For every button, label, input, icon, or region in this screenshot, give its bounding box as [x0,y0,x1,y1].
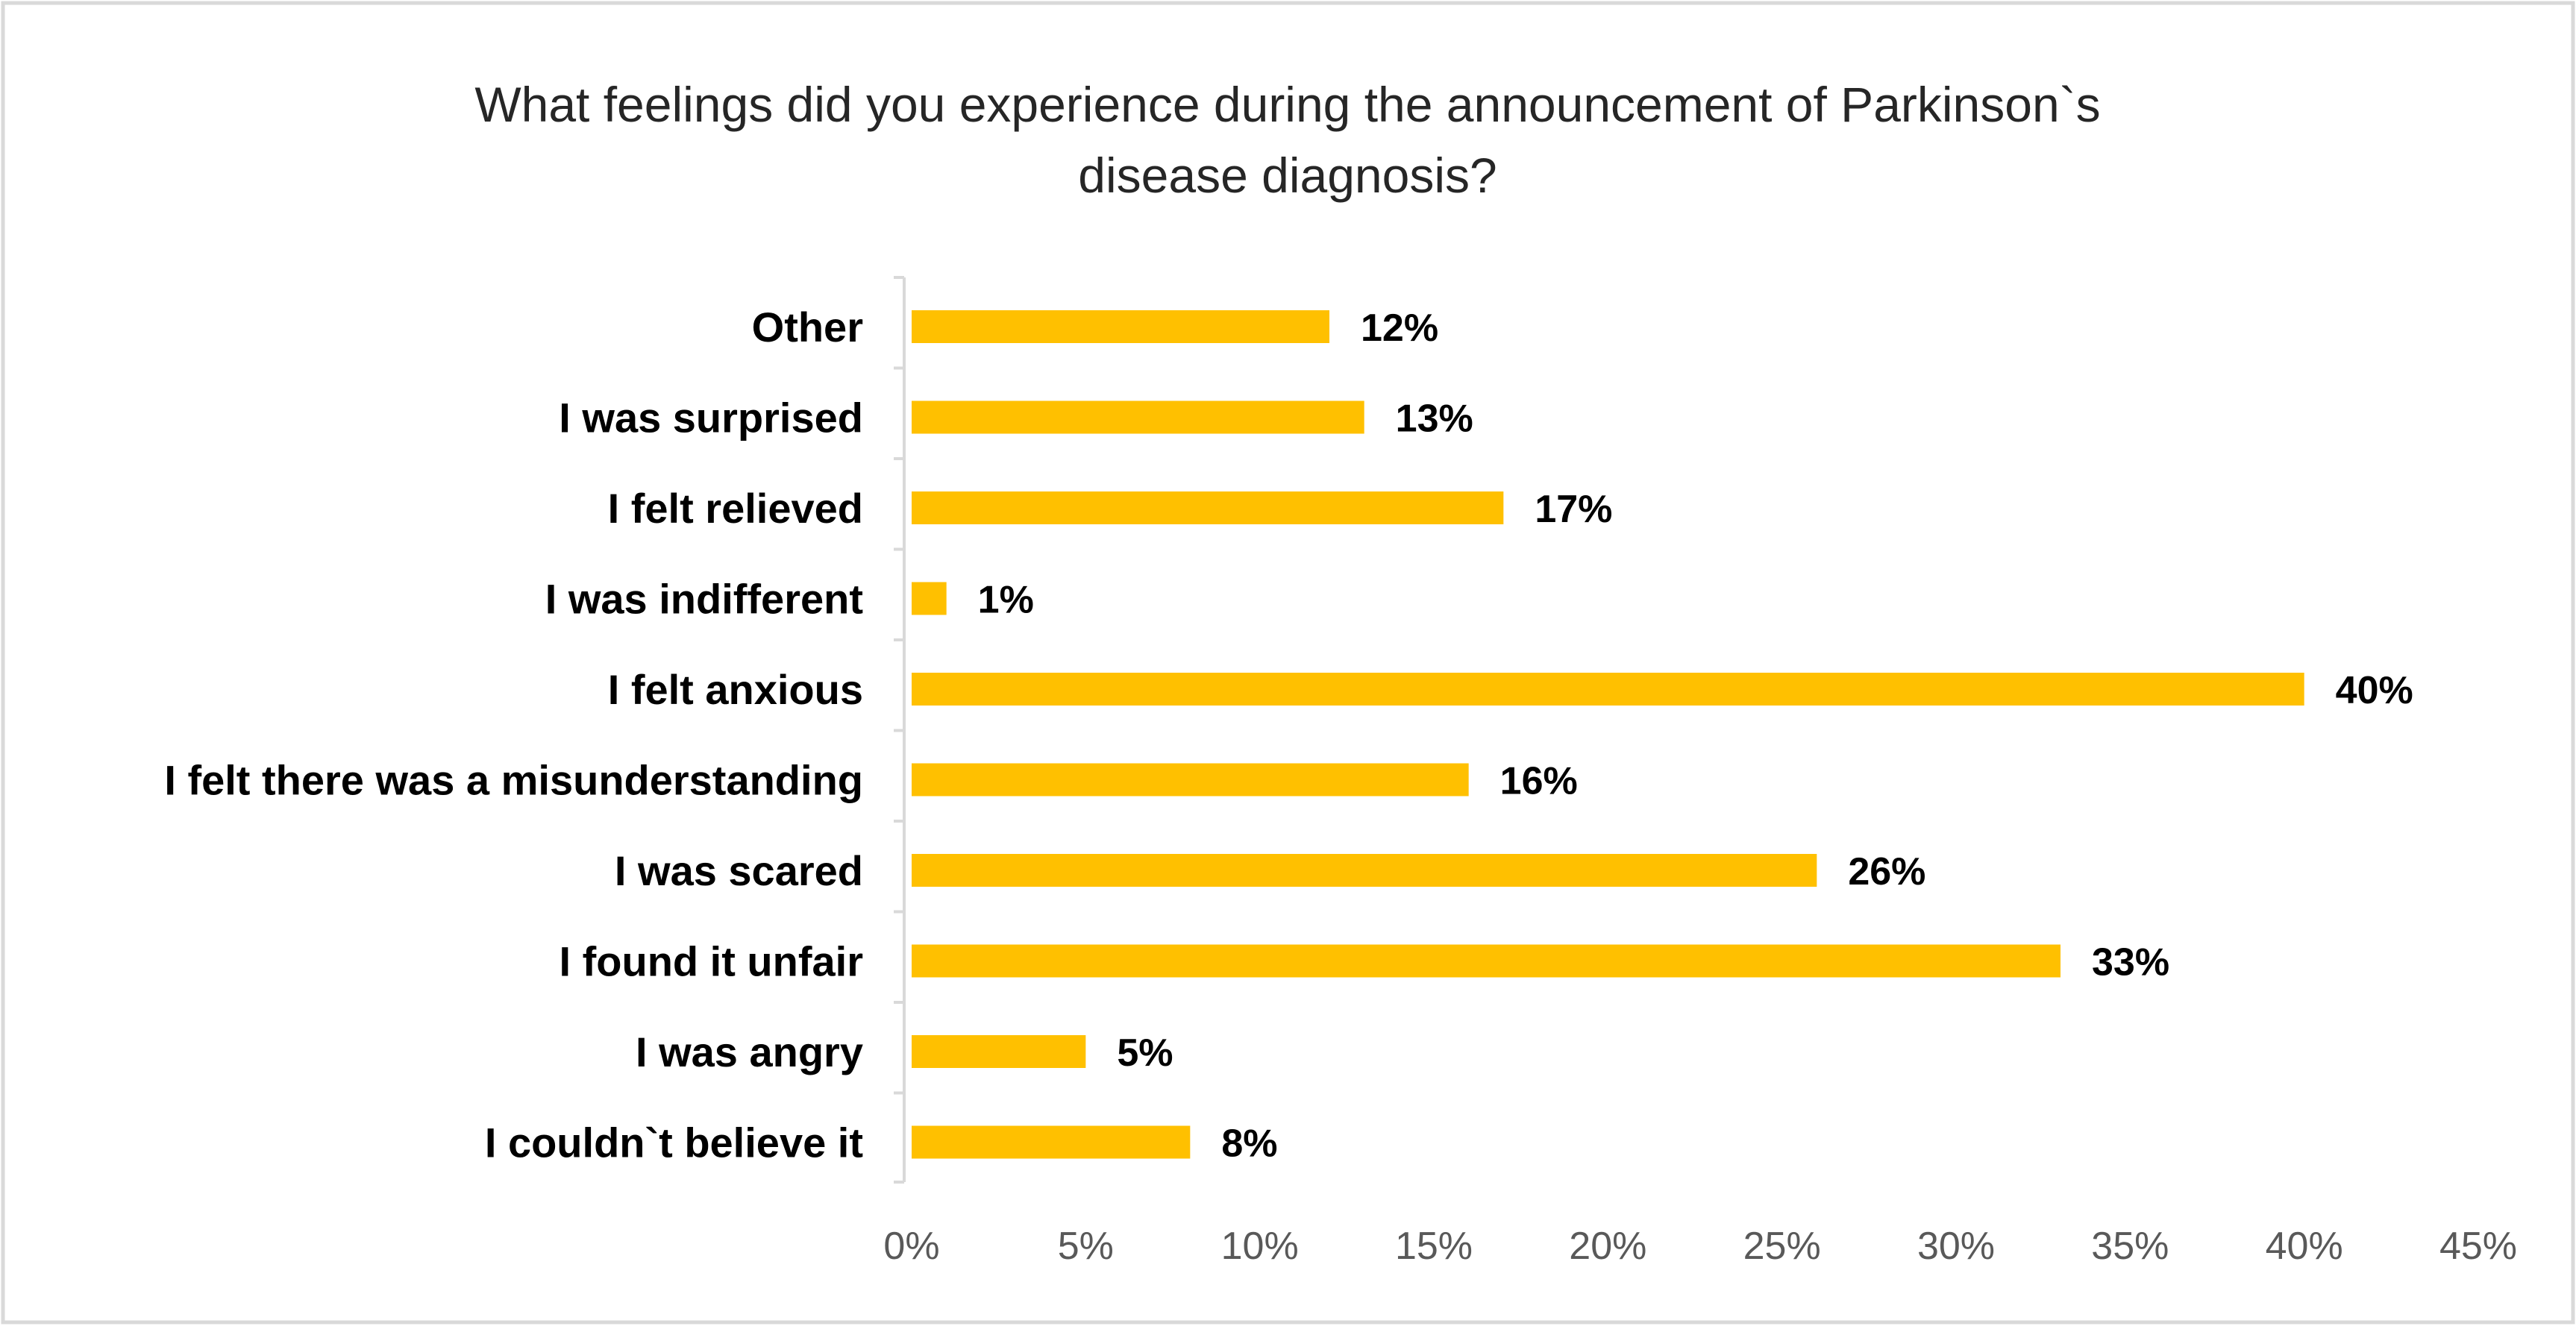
category-label: I was angry [636,1028,863,1075]
data-label: 5% [1117,1031,1173,1075]
category-label: Other [752,304,863,351]
x-tick-label: 0% [883,1225,939,1268]
bar [912,1035,1086,1068]
data-label: 40% [2336,669,2413,712]
bar [912,854,1817,887]
bar [912,582,947,615]
category-label: I felt relieved [608,485,863,532]
x-tick-label: 35% [2091,1225,2169,1268]
data-label: 12% [1361,307,1438,350]
x-tick-label: 10% [1221,1225,1299,1268]
data-label: 16% [1500,760,1578,803]
bar [912,944,2061,978]
category-label: I was surprised [559,395,863,442]
x-tick-label: 30% [1917,1225,1995,1268]
bar [912,400,1364,434]
bars-group [912,310,2304,1159]
bar [912,310,1329,343]
category-label: I couldn`t believe it [485,1119,863,1166]
x-axis-tick-labels: 0% 5% 10% 15% 20% 25% 30% 35% 40% 45% [883,1225,2517,1268]
x-tick-label: 20% [1569,1225,1646,1268]
bar [912,673,2304,706]
x-tick-label: 40% [2266,1225,2343,1268]
bar [912,1125,1191,1159]
category-labels: Other I was surprised I felt relieved I was… [164,304,863,1166]
bar [912,491,1504,524]
chart-title-line-2: disease diagnosis? [1078,148,1497,203]
x-tick-label: 45% [2439,1225,2517,1268]
data-labels: 12% 13% 17% 1% 40% 16% 26% 33% 5% 8% [978,307,2413,1166]
category-label: I found it unfair [560,938,863,985]
bar [912,763,1469,797]
data-label: 13% [1396,398,1473,441]
data-label: 26% [1848,850,1925,893]
category-label: I felt there was a misunderstanding [164,757,863,804]
x-tick-label: 5% [1058,1225,1114,1268]
y-axis [894,276,906,1184]
data-label: 17% [1535,488,1612,531]
data-label: 8% [1221,1122,1277,1166]
data-label: 33% [2092,941,2169,984]
x-tick-label: 15% [1395,1225,1473,1268]
chart-title-line-1: What feelings did you experience during … [474,77,2100,132]
data-label: 1% [978,579,1034,622]
category-label: I was indifferent [545,576,863,623]
x-tick-label: 25% [1743,1225,1821,1268]
category-label: I felt anxious [608,666,863,713]
category-label: I was scared [615,847,863,894]
